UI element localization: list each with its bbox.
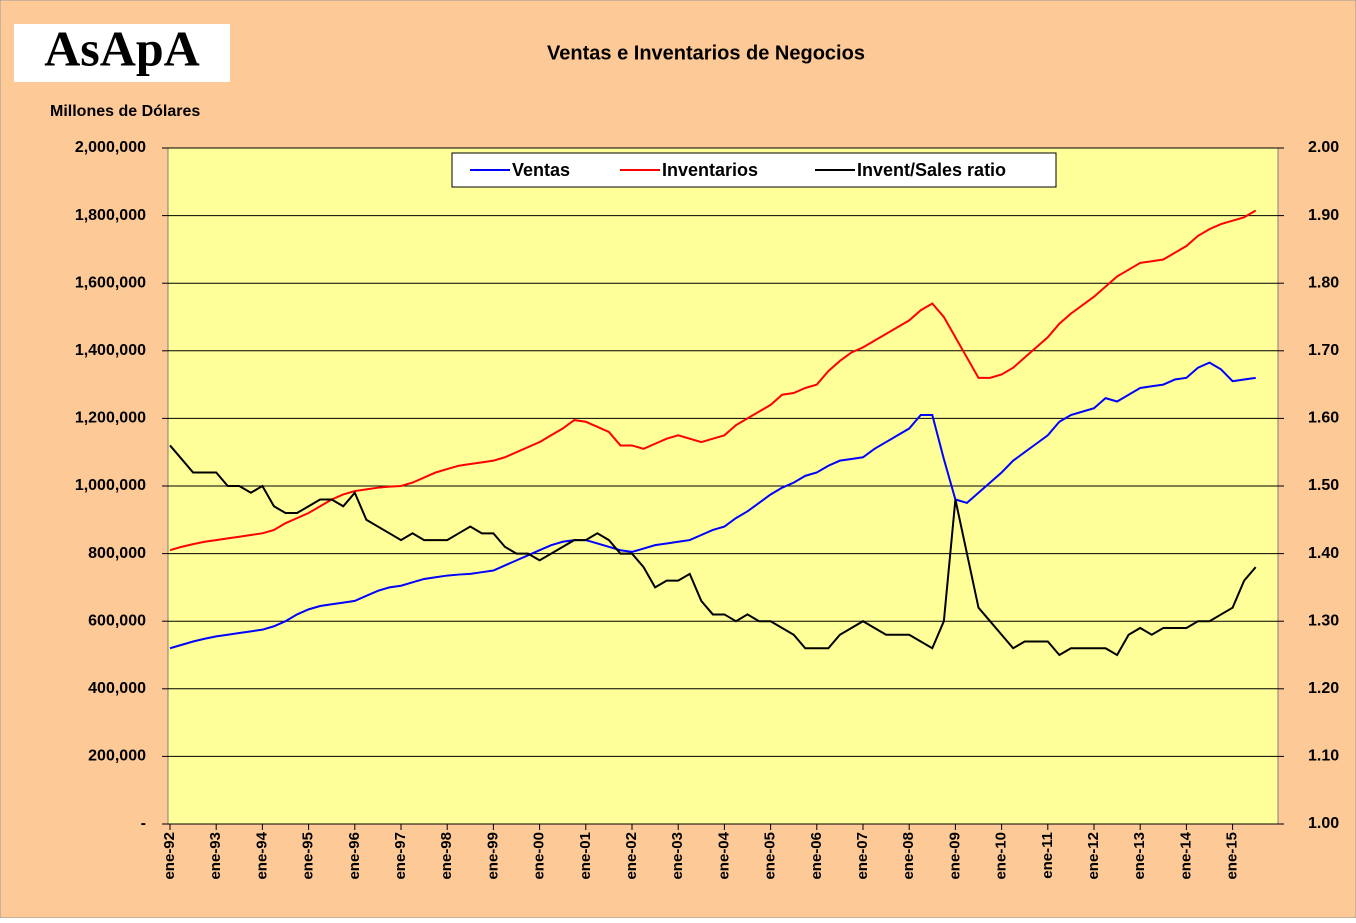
y2-tick-label: 1.00: [1308, 815, 1339, 832]
x-tick-label: ene-13: [1131, 832, 1148, 880]
chart-title: Ventas e Inventarios de Negocios: [547, 42, 865, 64]
y-tick-label: 200,000: [88, 748, 146, 765]
y-tick-label: -: [141, 815, 146, 832]
series-line: [169, 209, 1257, 552]
x-tick-label: ene-92: [161, 832, 178, 880]
x-tick-label: ene-04: [715, 831, 732, 879]
series-line: [169, 361, 1256, 650]
y2-tick-label: 1.40: [1308, 545, 1339, 562]
y2-tick-label: 1.30: [1308, 612, 1339, 629]
x-tick-label: ene-12: [1085, 832, 1102, 880]
x-tick-label: ene-03: [669, 832, 686, 880]
legend-label: Invent/Sales ratio: [857, 160, 1006, 180]
logo: AsApA: [44, 20, 200, 76]
x-tick-label: ene-11: [1039, 832, 1056, 879]
x-tick-label: ene-95: [300, 832, 317, 880]
legend-label: Inventarios: [662, 160, 758, 180]
x-tick-label: ene-05: [762, 832, 779, 880]
y-tick-label: 400,000: [88, 680, 146, 697]
x-tick-label: ene-08: [900, 832, 917, 880]
x-tick-label: ene-06: [808, 832, 825, 880]
x-tick-label: ene-94: [253, 831, 270, 879]
y2-tick-label: 1.50: [1308, 477, 1339, 494]
legend-box: [451, 152, 1057, 188]
y2-tick-label: 1.70: [1308, 342, 1339, 359]
x-tick-label: ene-07: [854, 832, 871, 880]
y2-tick-label: 2.00: [1308, 139, 1339, 156]
x-tick-label: ene-01: [577, 832, 594, 880]
x-tick-label: ene-14: [1177, 831, 1194, 879]
y2-tick-label: 1.10: [1308, 748, 1339, 765]
y-tick-label: 1,400,000: [75, 342, 146, 359]
x-tick-label: ene-09: [946, 832, 963, 880]
y2-tick-label: 1.20: [1308, 680, 1339, 697]
legend-label: Ventas: [512, 160, 570, 180]
y2-tick-label: 1.80: [1308, 274, 1339, 291]
y-tick-label: 2,000,000: [75, 139, 146, 156]
series-line: [169, 444, 1257, 657]
x-tick-label: ene-02: [623, 832, 640, 880]
logo-box: [14, 24, 230, 82]
x-tick-label: ene-93: [207, 832, 224, 880]
x-tick-label: ene-00: [531, 832, 548, 880]
x-tick-label: ene-15: [1224, 832, 1241, 880]
x-tick-label: ene-97: [392, 832, 409, 880]
y2-tick-label: 1.60: [1308, 410, 1339, 427]
y-tick-label: 600,000: [88, 612, 146, 629]
x-tick-label: ene-98: [438, 832, 455, 880]
y-axis-label: Millones de Dólares: [50, 103, 200, 120]
y-tick-label: 1,800,000: [75, 207, 146, 224]
y-tick-label: 1,000,000: [75, 477, 146, 494]
x-tick-label: ene-10: [993, 832, 1010, 880]
x-tick-label: ene-96: [346, 832, 363, 880]
x-tick-label: ene-99: [484, 832, 501, 880]
y-tick-label: 800,000: [88, 545, 146, 562]
y-tick-label: 1,200,000: [75, 410, 146, 427]
y-tick-label: 1,600,000: [75, 274, 146, 291]
y2-tick-label: 1.90: [1308, 207, 1339, 224]
